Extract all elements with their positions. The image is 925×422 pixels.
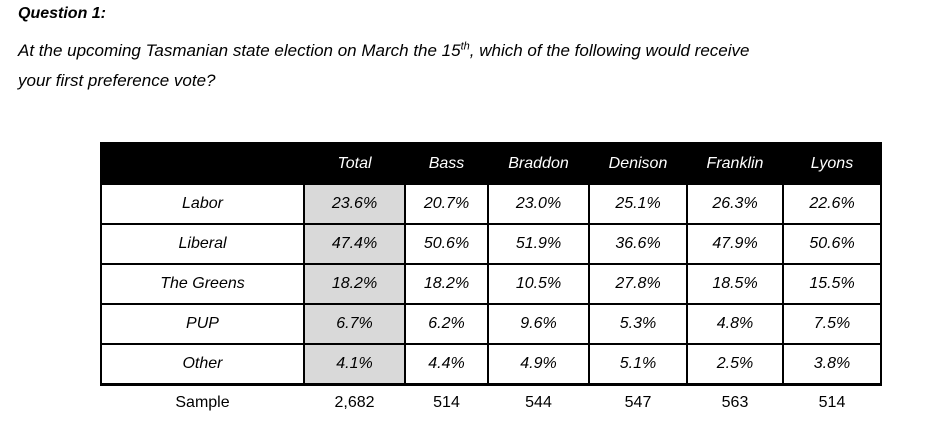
value-cell: 5.3% [588,303,688,345]
value-cell: 27.8% [588,263,688,305]
column-header-bass: Bass [404,142,489,185]
value-cell: 47.4% [303,223,406,265]
value-cell: 25.1% [588,183,688,225]
row-label: Labor [100,183,305,225]
value-cell: 15.5% [782,263,882,305]
column-header-total: Total [303,142,406,185]
value-cell: 20.7% [404,183,489,225]
row-label: Sample [175,393,230,411]
question-text: At the upcoming Tasmanian state election… [18,36,920,96]
value-cell: 50.6% [404,223,489,265]
corner-cell-blank [100,142,305,185]
value-cell: 23.0% [487,183,590,225]
value-cell: 2.5% [686,343,784,386]
column-header-braddon: Braddon [487,142,590,185]
value-cell: 9.6% [487,303,590,345]
value-cell: 4.8% [686,303,784,345]
value-cell: 3.8% [782,343,882,386]
value-cell: 47.9% [686,223,784,265]
table-row-liberal: Liberal 47.4% 50.6% 51.9% 36.6% 47.9% 50… [100,223,882,265]
table-row-pup: PUP 6.7% 6.2% 9.6% 5.3% 4.8% 7.5% [100,303,882,345]
table-row-greens: The Greens 18.2% 18.2% 10.5% 27.8% 18.5%… [100,263,882,305]
row-label: PUP [100,303,305,345]
value-cell: 7.5% [782,303,882,345]
value-cell: 6.2% [404,303,489,345]
value-cell: 18.2% [303,263,406,305]
row-label: Other [100,343,305,386]
sample-cell: 514 [818,393,846,411]
table-row-other: Other 4.1% 4.4% 4.9% 5.1% 2.5% 3.8% [100,343,882,386]
sample-cell: 547 [624,393,652,411]
column-header-lyons: Lyons [782,142,882,185]
value-cell: 5.1% [588,343,688,386]
table-header-row: Total Bass Braddon Denison Franklin Lyon… [100,142,882,185]
value-cell: 36.6% [588,223,688,265]
value-cell: 4.1% [303,343,406,386]
question-line1: At the upcoming Tasmanian state election… [18,41,461,60]
value-cell: 26.3% [686,183,784,225]
sample-cell: 514 [433,393,460,411]
value-cell: 50.6% [782,223,882,265]
value-cell: 6.7% [303,303,406,345]
value-cell: 4.4% [404,343,489,386]
question-line1-cont: , which of the following would receive [469,41,750,60]
table-row-labor: Labor 23.6% 20.7% 23.0% 25.1% 26.3% 22.6… [100,183,882,225]
column-header-franklin: Franklin [686,142,784,185]
value-cell: 22.6% [782,183,882,225]
row-label: Liberal [100,223,305,265]
sample-cell: 563 [721,393,749,411]
question-number-heading: Question 1: [18,5,107,22]
value-cell: 51.9% [487,223,590,265]
results-table: Total Bass Braddon Denison Franklin Lyon… [100,142,882,417]
value-cell: 18.2% [404,263,489,305]
ordinal-superscript: th [460,40,470,53]
question-line2: your first preference vote? [18,71,216,90]
value-cell: 10.5% [487,263,590,305]
sample-cell: 544 [525,393,552,411]
value-cell: 18.5% [686,263,784,305]
value-cell: 4.9% [487,343,590,386]
table-row-sample: Sample 2,682 514 544 547 563 514 [101,384,881,417]
sample-cell: 2,682 [334,393,375,411]
value-cell: 23.6% [303,183,406,225]
column-header-denison: Denison [588,142,688,185]
row-label: The Greens [100,263,305,305]
